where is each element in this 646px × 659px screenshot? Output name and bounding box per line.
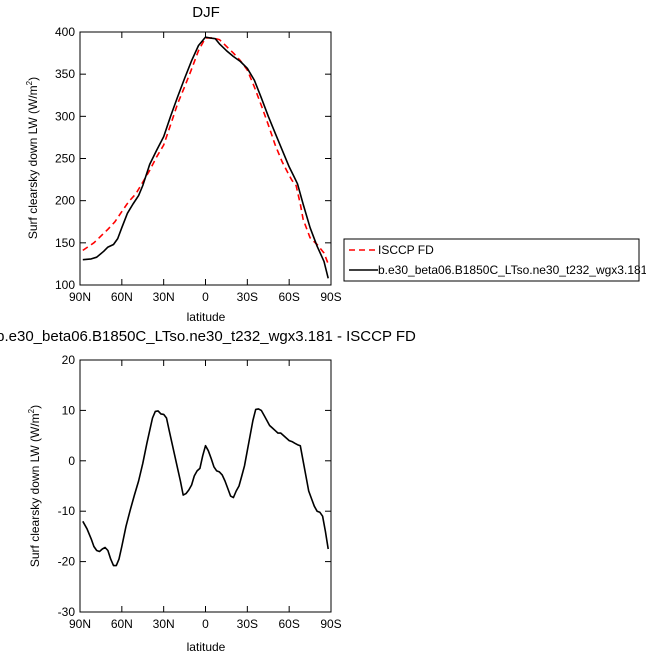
top-series-group — [82, 36, 329, 279]
bottom-y-tick-label: 20 — [62, 353, 76, 367]
bottom-x-tick-label: 60N — [111, 617, 133, 631]
bottom-x-tick-label: 90S — [320, 617, 341, 631]
top-x-tick-label: 60S — [278, 290, 299, 304]
top-y-axis-label: Surf clearsky down LW (W/m2) — [25, 77, 40, 239]
bottom-series-group — [82, 408, 329, 567]
top-x-axis-label: latitude — [187, 310, 226, 324]
top-y-tick-label: 100 — [55, 278, 75, 292]
bottom-axis-ticks: 90N 60N 30N 0 30S 60S 90S -30 -20 -10 0 10 20 — [58, 353, 342, 631]
legend-box — [343, 238, 640, 282]
top-y-tick-label: 300 — [55, 109, 75, 123]
bottom-x-tick-label: 0 — [202, 617, 209, 631]
bottom-series-line-1 — [82, 408, 329, 567]
legend: ISCCP FD b.e30_beta06.B1850C_LTso.ne30_t… — [343, 238, 646, 282]
top-y-tick-label: 250 — [55, 152, 75, 166]
bottom-x-tick-label: 30N — [153, 617, 175, 631]
top-chart: DJF 90N 60N 30N 0 30S 60S 90S 100 150 200 250 300 35… — [25, 4, 342, 324]
bottom-x-tick-label: 90N — [69, 617, 91, 631]
top-x-tick-label: 30S — [237, 290, 258, 304]
bottom-plot-frame — [79, 359, 332, 613]
bottom-y-tick-label: 10 — [62, 403, 76, 417]
legend-label-isccp: ISCCP FD — [378, 243, 434, 257]
bottom-chart: b.e30_beta06.B1850C_LTso.ne30_t232_wgx3.… — [0, 328, 416, 654]
bottom-x-axis-label: latitude — [187, 640, 226, 654]
bottom-chart-title: b.e30_beta06.B1850C_LTso.ne30_t232_wgx3.… — [0, 328, 416, 345]
top-chart-title: DJF — [192, 4, 220, 21]
top-y-tick-label: 200 — [55, 194, 75, 208]
top-axis-ticks: 90N 60N 30N 0 30S 60S 90S 100 150 200 250 300 350 400 — [55, 25, 342, 304]
bottom-y-axis-label: Surf clearsky down LW (W/m2) — [27, 405, 42, 567]
legend-label-model: b.e30_beta06.B1850C_LTso.ne30_t232_wgx3.… — [378, 263, 646, 277]
top-x-tick-label: 30N — [153, 290, 175, 304]
bottom-y-tick-label: -10 — [58, 504, 76, 518]
bottom-x-tick-label: 60S — [278, 617, 299, 631]
bottom-y-tick-label: -20 — [58, 555, 76, 569]
bottom-y-tick-label: -30 — [58, 605, 76, 619]
top-series-line-2 — [82, 36, 329, 279]
top-y-tick-label: 150 — [55, 236, 75, 250]
bottom-y-tick-label: 0 — [68, 454, 75, 468]
top-x-tick-label: 90S — [320, 290, 341, 304]
top-x-tick-label: 90N — [69, 290, 91, 304]
top-plot-frame — [79, 31, 332, 286]
top-y-tick-label: 350 — [55, 67, 75, 81]
top-series-line-1 — [82, 37, 329, 265]
top-y-tick-label: 400 — [55, 25, 75, 39]
bottom-x-tick-label: 30S — [237, 617, 258, 631]
top-x-tick-label: 0 — [202, 290, 209, 304]
top-x-tick-label: 60N — [111, 290, 133, 304]
